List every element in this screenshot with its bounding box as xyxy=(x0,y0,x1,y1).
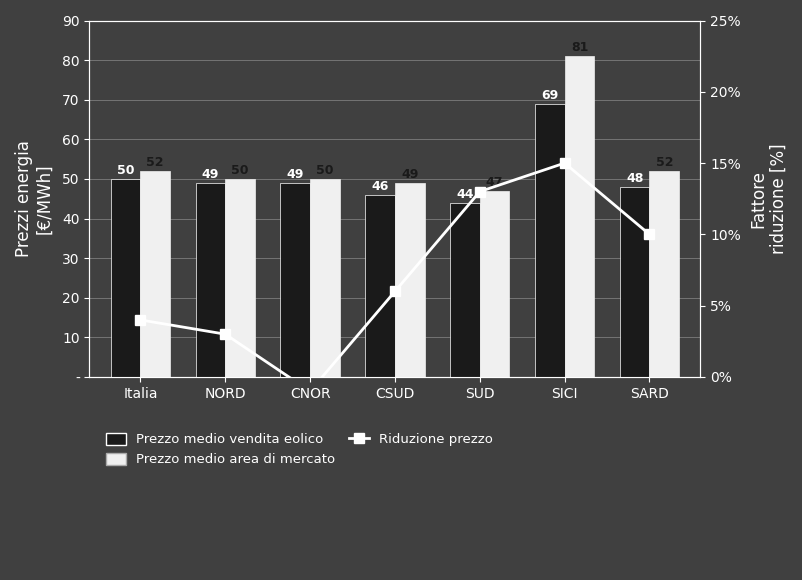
Legend: Prezzo medio vendita eolico, Prezzo medio area di mercato, Riduzione prezzo: Prezzo medio vendita eolico, Prezzo medi… xyxy=(102,429,496,470)
Bar xyxy=(395,183,424,377)
Text: 48: 48 xyxy=(626,172,642,185)
Bar xyxy=(140,171,170,377)
Y-axis label: Fattore
riduzione [%]: Fattore riduzione [%] xyxy=(748,143,787,254)
Y-axis label: Prezzi energia
[€/MWh]: Prezzi energia [€/MWh] xyxy=(15,140,54,257)
Text: 50: 50 xyxy=(116,164,134,177)
Text: 44: 44 xyxy=(456,188,473,201)
Bar xyxy=(649,171,678,377)
Bar xyxy=(280,183,310,377)
Bar xyxy=(196,183,225,377)
Text: 49: 49 xyxy=(201,168,219,181)
Bar xyxy=(310,179,339,377)
Text: 50: 50 xyxy=(231,164,249,177)
Bar xyxy=(225,179,254,377)
Text: 69: 69 xyxy=(541,89,557,101)
Bar xyxy=(111,179,140,377)
Bar xyxy=(534,104,564,377)
Text: 49: 49 xyxy=(401,168,418,181)
Text: 49: 49 xyxy=(286,168,303,181)
Text: 46: 46 xyxy=(371,180,388,193)
Text: 81: 81 xyxy=(570,41,587,54)
Text: 52: 52 xyxy=(654,156,672,169)
Bar xyxy=(619,187,649,377)
Bar xyxy=(365,195,395,377)
Bar xyxy=(450,202,479,377)
Text: 52: 52 xyxy=(146,156,164,169)
Bar xyxy=(564,56,593,377)
Text: 50: 50 xyxy=(316,164,334,177)
Bar xyxy=(479,191,508,377)
Text: 47: 47 xyxy=(485,176,503,189)
